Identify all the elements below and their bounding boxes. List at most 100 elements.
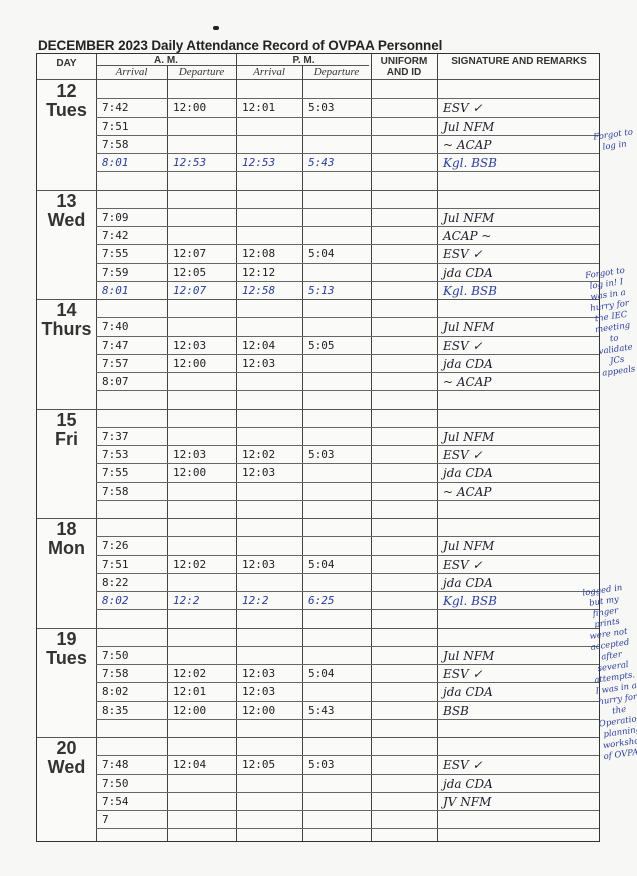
day-divider: [37, 189, 599, 191]
am-departure-time: 12:02: [173, 557, 207, 571]
am-departure-time: 12:53: [173, 156, 207, 169]
am-departure-time: 12:2: [173, 594, 200, 607]
signature: ~ ACAP: [443, 484, 492, 499]
am-arrival-time: 7:47: [102, 338, 129, 352]
pm-arrival-time: 12:01: [242, 101, 276, 115]
signature: ESV ✓: [443, 101, 483, 116]
day-number: 13: [56, 190, 77, 211]
row-divider: [96, 280, 599, 282]
am-arrival-time: 7:55: [102, 466, 129, 480]
signature: Kgl. BSB: [443, 283, 497, 298]
pm-departure-time: 5:03: [308, 448, 335, 461]
am-departure-time: 12:00: [173, 703, 207, 717]
row-divider: [96, 591, 599, 592]
margin-note-12: Forgot to log in: [592, 127, 634, 153]
pm-arrival-time: 12:12: [242, 265, 276, 279]
signature: Jul NFM: [443, 648, 495, 663]
row-divider: [96, 445, 599, 446]
am-arrival-time: 7:42: [102, 229, 129, 242]
row-divider: [96, 536, 599, 538]
am-departure-time: 12:00: [173, 356, 207, 370]
pm-arrival-time: 12:08: [242, 247, 276, 261]
pm-arrival-time: 12:03: [242, 466, 276, 480]
signature: jda CDA: [443, 575, 493, 590]
header-signature: SIGNATURE AND REMARKS: [451, 56, 587, 67]
row-divider: [96, 828, 599, 830]
day-label: 13 Wed: [37, 190, 96, 230]
day-divider: [37, 408, 599, 410]
column-divider: [302, 65, 303, 841]
row-divider: [96, 755, 599, 757]
row-divider: [96, 664, 599, 665]
signature: jda CDA: [443, 776, 493, 791]
row-divider: [96, 116, 599, 118]
am-arrival-time: 7:50: [102, 648, 129, 662]
pm-arrival-time: 12:03: [242, 356, 276, 370]
am-departure-time: 12:07: [173, 283, 207, 297]
signature: Jul NFM: [443, 539, 495, 554]
day-label: 20 Wed: [37, 739, 96, 777]
signature: jda CDA: [443, 265, 493, 280]
am-departure-time: 12:03: [173, 448, 207, 461]
header-pm-arrival: Arrival: [253, 66, 285, 78]
day-label: 18 Mon: [37, 520, 96, 558]
pm-departure-time: 5:04: [308, 667, 335, 680]
column-divider: [167, 65, 168, 841]
day-number: 20: [56, 738, 77, 758]
day-label: 14 Thurs: [37, 301, 96, 339]
am-arrival-time: 8:02: [102, 685, 129, 699]
pm-departure-time: 6:25: [308, 594, 335, 607]
attendance-table: DAY A. M. P. M. Arrival Departure Arriva…: [36, 53, 600, 842]
row-divider: [96, 718, 599, 720]
am-arrival-time: 7:09: [102, 210, 129, 224]
header-pm-departure: Departure: [313, 66, 360, 78]
pm-arrival-time: 12:58: [242, 283, 276, 297]
pm-arrival-time: 12:03: [242, 667, 276, 680]
signature: ESV ✓: [443, 557, 483, 572]
header-am-departure: Departure: [178, 66, 225, 78]
am-departure-time: 12:01: [173, 685, 207, 699]
am-arrival-time: 7:58: [102, 484, 129, 498]
signature: ESV ✓: [443, 338, 483, 353]
row-divider: [96, 244, 599, 246]
column-divider: [236, 54, 237, 841]
am-arrival-time: 7:53: [102, 448, 129, 461]
page-title: DECEMBER 2023 Daily Attendance Record of…: [38, 38, 443, 53]
header-uniform: UNIFORM AND ID: [380, 56, 428, 78]
day-name: Fri: [54, 428, 78, 449]
row-divider: [96, 390, 599, 392]
pm-departure-time: 5:04: [308, 557, 335, 571]
day-name: Mon: [48, 538, 85, 558]
day-name: Thurs: [41, 319, 92, 339]
signature: ESV ✓: [443, 448, 483, 462]
row-divider: [96, 372, 599, 373]
pm-departure-time: 5:13: [308, 283, 335, 297]
header-day: DAY: [56, 58, 77, 69]
row-divider: [96, 645, 599, 647]
am-arrival-time: 8:22: [102, 575, 129, 589]
row-divider: [96, 262, 599, 264]
signature: jda CDA: [443, 466, 493, 481]
am-arrival-time: 8:01: [102, 156, 129, 169]
day-divider: [37, 299, 599, 300]
am-departure-time: 12:07: [173, 247, 207, 261]
am-departure-time: 12:03: [173, 338, 207, 352]
am-arrival-time: 7:58: [102, 137, 129, 151]
am-arrival-time: 7:58: [102, 667, 129, 680]
row-divider: [96, 700, 599, 702]
signature: jda CDA: [443, 356, 493, 371]
row-divider: [96, 207, 599, 209]
day-number: 19: [56, 628, 77, 649]
pm-departure-time: 5:03: [308, 101, 335, 115]
row-divider: [96, 426, 599, 428]
signature: BSB: [443, 703, 469, 718]
scan-mark: [213, 26, 219, 30]
am-arrival-time: 7:40: [102, 320, 129, 334]
column-divider: [96, 54, 97, 841]
pm-arrival-time: 12:03: [242, 557, 276, 571]
signature: Jul NFM: [443, 429, 495, 444]
am-departure-time: 12:00: [173, 101, 207, 115]
header-am: A. M.: [154, 55, 178, 66]
am-departure-time: 12:02: [173, 667, 207, 680]
signature: Jul NFM: [443, 119, 495, 134]
